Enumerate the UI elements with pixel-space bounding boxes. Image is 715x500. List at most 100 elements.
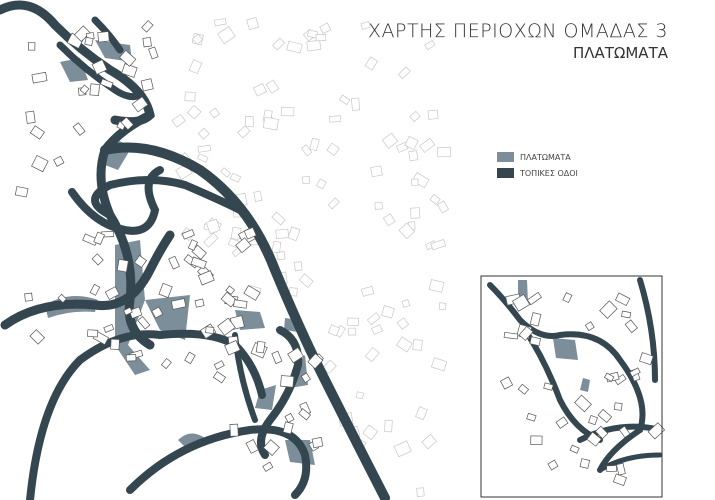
building xyxy=(309,137,320,152)
building xyxy=(624,319,638,334)
building xyxy=(618,425,631,439)
building xyxy=(613,402,623,411)
building xyxy=(265,79,280,94)
building xyxy=(252,83,267,97)
building xyxy=(416,487,425,497)
building xyxy=(311,436,324,449)
building xyxy=(186,104,202,120)
building xyxy=(243,226,257,240)
building xyxy=(31,71,48,84)
building xyxy=(263,439,280,456)
building xyxy=(499,376,514,390)
map-title: ΧΑΡΤΗΣ ΠΕΡΙΟΧΩΝ ΟΜΑΔΑΣ 3 xyxy=(368,20,668,42)
building xyxy=(280,375,295,388)
building xyxy=(411,178,419,186)
building xyxy=(302,176,311,185)
building xyxy=(116,258,129,273)
building xyxy=(518,325,534,341)
legend-label: ΠΛΑΤΩΜΑΤΑ xyxy=(520,152,571,162)
building xyxy=(160,357,172,370)
building xyxy=(97,31,110,43)
building xyxy=(438,302,447,311)
building xyxy=(93,231,106,245)
building xyxy=(415,406,428,421)
building xyxy=(24,292,33,302)
map-subtitle: ΠΛΑΤΩΜΑΤΑ xyxy=(572,44,668,62)
building xyxy=(371,324,383,335)
building xyxy=(396,317,410,330)
building xyxy=(437,146,452,158)
building xyxy=(408,150,419,162)
building xyxy=(529,336,541,347)
building xyxy=(262,461,274,472)
building xyxy=(271,241,282,254)
building xyxy=(298,408,312,421)
building xyxy=(27,42,36,51)
building xyxy=(89,283,101,296)
background-buildings xyxy=(171,16,452,497)
building xyxy=(243,285,261,301)
building xyxy=(547,459,559,471)
building xyxy=(555,416,569,429)
building xyxy=(503,332,519,340)
building xyxy=(255,340,266,354)
building xyxy=(316,178,327,190)
building xyxy=(171,113,186,128)
building xyxy=(99,78,114,89)
building xyxy=(220,167,231,178)
building xyxy=(140,78,154,92)
building xyxy=(347,327,357,336)
building xyxy=(574,394,592,413)
building xyxy=(393,440,412,458)
building xyxy=(307,353,324,370)
legend-swatch xyxy=(497,152,514,162)
building xyxy=(351,97,361,111)
building xyxy=(121,63,138,78)
building xyxy=(606,465,618,473)
building xyxy=(275,228,290,240)
building xyxy=(262,116,280,131)
building xyxy=(184,351,196,365)
building xyxy=(424,39,436,51)
building xyxy=(217,317,236,336)
building xyxy=(237,125,251,139)
building xyxy=(120,116,134,131)
building xyxy=(253,190,263,202)
building xyxy=(526,412,537,422)
legend-item-plateaus: ΠΛΑΤΩΜΑΤΑ xyxy=(497,152,578,162)
building xyxy=(245,439,259,454)
building xyxy=(151,306,164,319)
building xyxy=(584,321,595,332)
building xyxy=(360,21,371,30)
building xyxy=(287,226,301,242)
building xyxy=(530,435,543,445)
building xyxy=(381,132,399,149)
building xyxy=(429,193,441,206)
building xyxy=(205,326,215,334)
building xyxy=(170,298,187,310)
building xyxy=(214,18,227,27)
building xyxy=(244,116,254,128)
building xyxy=(225,285,236,295)
building xyxy=(137,315,151,330)
building xyxy=(616,462,626,476)
building xyxy=(370,165,383,178)
building xyxy=(382,213,396,227)
building xyxy=(271,350,283,365)
building xyxy=(301,144,313,157)
building xyxy=(319,22,332,34)
legend-item-roads: ΤΟΠΙΚΕΣ ΟΔΟΙ xyxy=(497,168,578,178)
building xyxy=(401,299,411,308)
building xyxy=(271,211,286,226)
building xyxy=(327,324,340,337)
building xyxy=(595,425,609,440)
local-roads xyxy=(0,0,663,500)
building xyxy=(72,122,86,136)
building xyxy=(89,83,101,97)
building xyxy=(280,107,295,117)
building xyxy=(194,298,205,308)
building xyxy=(328,115,342,123)
building xyxy=(300,372,311,384)
building xyxy=(190,256,207,270)
